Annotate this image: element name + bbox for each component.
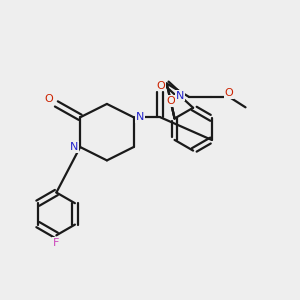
Text: N: N: [176, 91, 184, 101]
Text: O: O: [166, 96, 175, 106]
Text: O: O: [45, 94, 53, 104]
Text: O: O: [156, 80, 165, 91]
Text: N: N: [136, 112, 144, 122]
Text: N: N: [69, 142, 78, 152]
Text: F: F: [53, 238, 60, 248]
Text: O: O: [225, 88, 233, 98]
